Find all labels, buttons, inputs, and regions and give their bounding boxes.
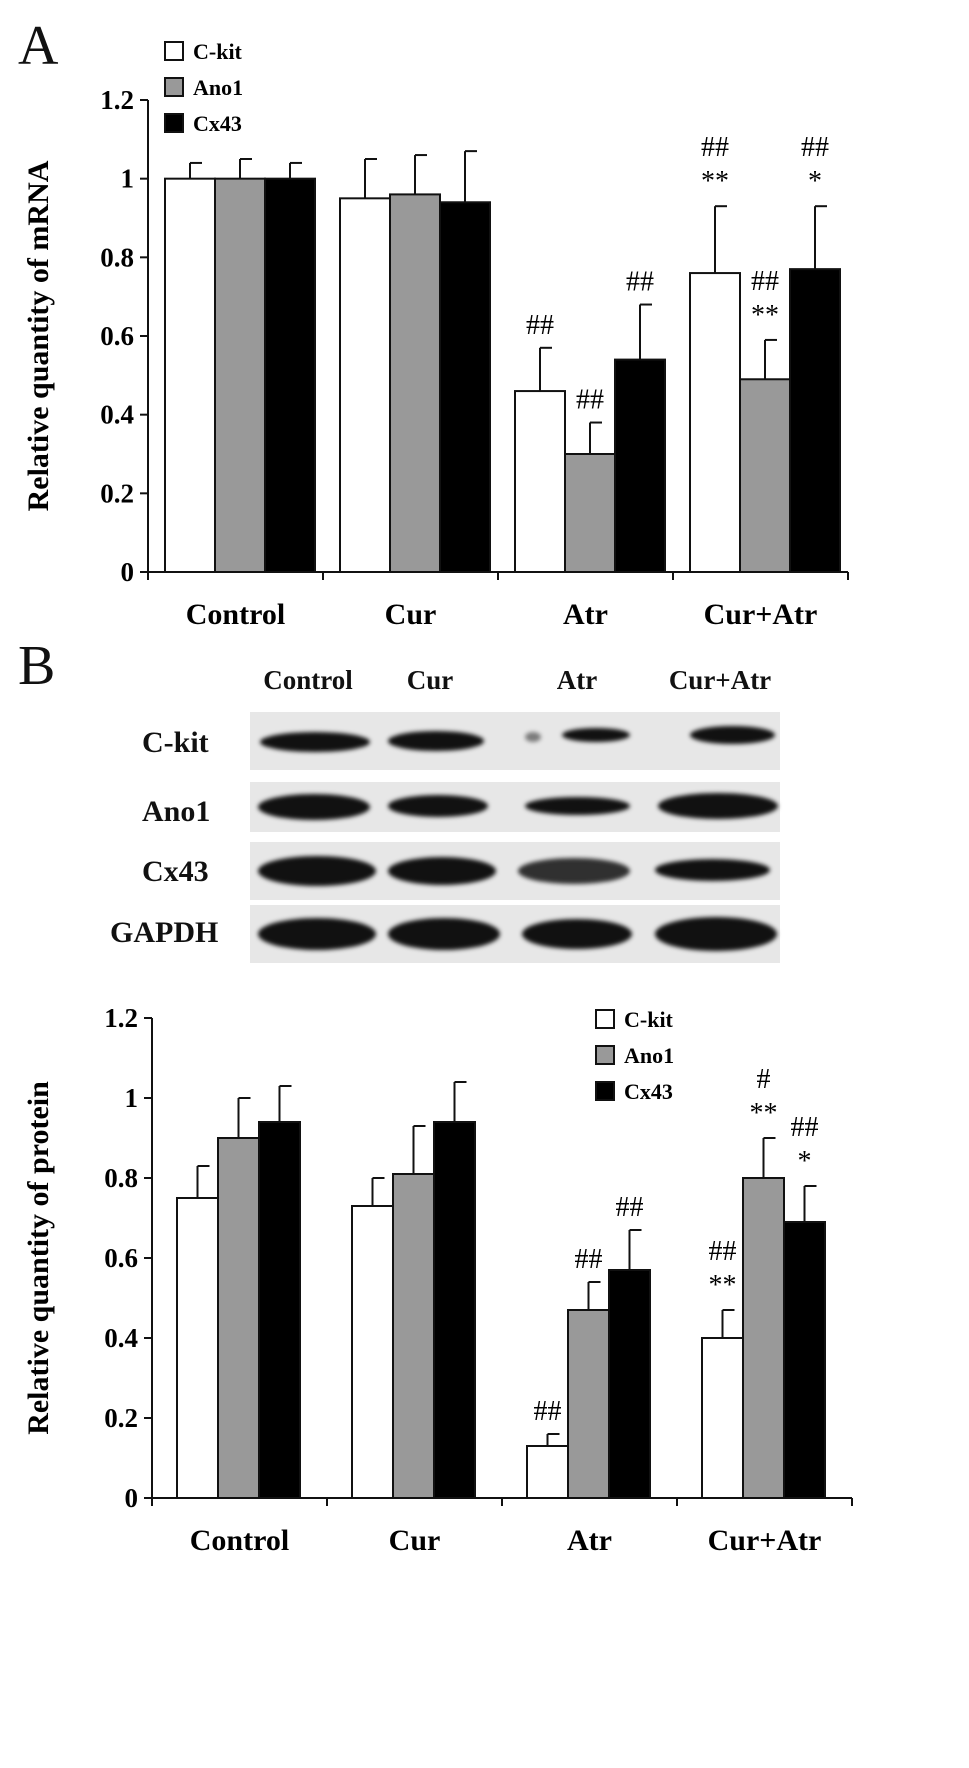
legend-label: Cx43 [193,111,242,136]
bar [789,268,841,573]
y-tick-label: 0.8 [100,242,134,272]
legend-label: Ano1 [624,1043,674,1068]
blot-lane-label: Cur [406,665,454,695]
bar [389,193,441,573]
bar [339,197,391,573]
bar [214,177,266,574]
panel-b-letter: B [18,635,56,697]
bar [701,1337,744,1499]
bar [176,1197,219,1499]
x-tick-label: Cur [385,598,437,631]
blot-row-label: C-kit [142,726,209,759]
blot-strip-ckit [250,712,780,770]
significance-label: # [757,1064,771,1095]
significance-label: ## [701,132,729,163]
legend-swatch [595,1009,615,1029]
bar [783,1221,826,1499]
y-tick-label: 0.4 [100,400,134,430]
significance-label: ## [801,132,829,163]
bar [614,358,666,573]
legend-label: C-kit [624,1007,674,1032]
bar [392,1173,435,1499]
significance-label: ** [701,166,729,197]
chart-b: 0 0.2 0.4 0.6 0.8 1 1.2 Relative quantity of pr… [22,1003,853,1557]
significance-label: ## [575,1244,603,1275]
bar [608,1269,651,1499]
legend-swatch [595,1081,615,1101]
legend-label: Ano1 [193,75,243,100]
y-axis-label: Relative quantity of protein [22,1081,55,1435]
significance-label: * [798,1146,812,1177]
blot-row-label: Cx43 [142,855,209,888]
legend-label: Cx43 [624,1079,673,1104]
bar [217,1137,260,1499]
bar [564,453,616,573]
x-tick-label: Control [186,598,285,631]
significance-label: ## [576,385,604,416]
legend-swatch [164,77,184,97]
bar [433,1121,476,1499]
legend-swatch [595,1045,615,1065]
blot-lane-label: Control [263,665,353,695]
significance-label: ** [709,1270,737,1301]
significance-label: ** [750,1098,778,1129]
bar [439,201,491,573]
y-tick-label: 0.6 [100,321,134,351]
bar [689,272,741,573]
significance-label: ## [616,1192,644,1223]
significance-label: ## [709,1236,737,1267]
bar [514,390,566,574]
y-tick-label: 1 [121,164,135,194]
y-axis-label: Relative quantity of mRNA [22,160,55,511]
x-tick-label: Atr [567,1524,612,1557]
blot-strip-cx43 [250,842,780,900]
significance-label: * [808,166,822,197]
blot-row-label: GAPDH [110,916,219,949]
legend-label: C-kit [193,39,243,64]
bar [351,1205,394,1499]
y-tick-label: 1.2 [104,1003,138,1033]
blot-lane-label: Cur+Atr [668,665,772,695]
blot-strip-ano1 [250,782,780,832]
bar [264,177,316,574]
legend-swatch [164,113,184,133]
x-tick-label: Cur+Atr [704,598,818,631]
y-tick-label: 0.2 [104,1403,138,1433]
y-tick-label: 0.4 [104,1323,138,1353]
y-tick-label: 1 [125,1083,139,1113]
y-tick-label: 0.6 [104,1243,138,1273]
bar [742,1177,785,1499]
y-tick-label: 0.8 [104,1163,138,1193]
y-tick-label: 1.2 [100,85,134,115]
bar [258,1121,301,1499]
panel-a-letter: A [18,15,59,77]
significance-label: ## [751,266,779,297]
bar [739,378,791,573]
significance-label: ## [526,310,554,341]
bar [567,1309,610,1499]
significance-label: ** [751,300,779,331]
x-tick-label: Atr [563,598,608,631]
y-tick-label: 0 [121,557,135,587]
blot-lane-label: Atr [556,665,598,695]
bar [526,1445,569,1499]
y-tick-label: 0.2 [100,478,134,508]
significance-label: ## [534,1396,562,1427]
legend-swatch [164,41,184,61]
y-tick-label: 0 [125,1483,139,1513]
significance-label: ## [626,267,654,298]
x-tick-label: Cur+Atr [708,1524,822,1557]
significance-label: ## [791,1112,819,1143]
bar [164,177,216,574]
blot-strip-gapdh [250,905,780,963]
x-tick-label: Cur [389,1524,441,1557]
blot-row-label: Ano1 [142,795,211,828]
chart-a: 0 0.2 0.4 0.6 0.8 1 1.2 Relative quantity of mR… [22,39,849,631]
x-tick-label: Control [190,1524,289,1557]
